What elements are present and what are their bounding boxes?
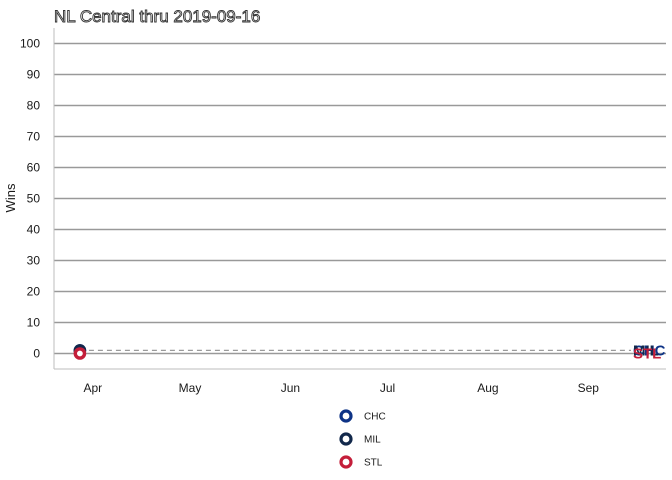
gridlines bbox=[54, 42, 666, 355]
x-tick-label: Apr bbox=[84, 381, 103, 395]
y-tick-label: 50 bbox=[27, 192, 41, 206]
legend-marker bbox=[339, 432, 353, 446]
legend-label: MIL bbox=[364, 435, 381, 446]
data-point bbox=[73, 347, 87, 360]
x-tick-label: Jul bbox=[380, 381, 395, 395]
legend-marker bbox=[339, 409, 353, 423]
legend: CHC MIL STL bbox=[339, 409, 386, 469]
y-tick-label: 0 bbox=[33, 347, 40, 361]
y-tick-label: 30 bbox=[27, 254, 41, 268]
y-tick-label: 10 bbox=[27, 316, 41, 330]
legend-item-stl: STL bbox=[339, 455, 383, 469]
y-tick-label: 90 bbox=[27, 68, 41, 82]
legend-label: STL bbox=[364, 458, 383, 469]
axes: 0 10 20 30 40 50 60 70 80 90 100 Apr May Jun Jul Aug Sep bbox=[20, 28, 666, 395]
end-label-stl: STL bbox=[633, 346, 661, 363]
y-axis-title: Wins bbox=[3, 183, 18, 212]
x-tick-label: Aug bbox=[477, 381, 498, 395]
x-tick-label: Sep bbox=[578, 381, 600, 395]
y-tick-label: 100 bbox=[20, 37, 40, 51]
x-tick-label: May bbox=[179, 381, 202, 395]
legend-label: CHC bbox=[364, 412, 386, 423]
y-tick-label: 20 bbox=[27, 285, 41, 299]
series-stl bbox=[73, 347, 87, 360]
y-tick-label: 40 bbox=[27, 223, 41, 237]
legend-marker bbox=[339, 455, 353, 469]
legend-item-mil: MIL bbox=[339, 432, 381, 446]
x-tick-label: Jun bbox=[281, 381, 300, 395]
legend-item-chc: CHC bbox=[339, 409, 386, 423]
end-label-mil: MIL bbox=[633, 342, 659, 359]
chart-title: NL Central thru 2019-09-16 bbox=[54, 7, 260, 26]
y-tick-label: 80 bbox=[27, 99, 41, 113]
y-tick-label: 70 bbox=[27, 130, 41, 144]
series-group bbox=[73, 344, 87, 360]
end-label-chc: CHC bbox=[633, 342, 666, 359]
y-tick-label: 60 bbox=[27, 161, 41, 175]
